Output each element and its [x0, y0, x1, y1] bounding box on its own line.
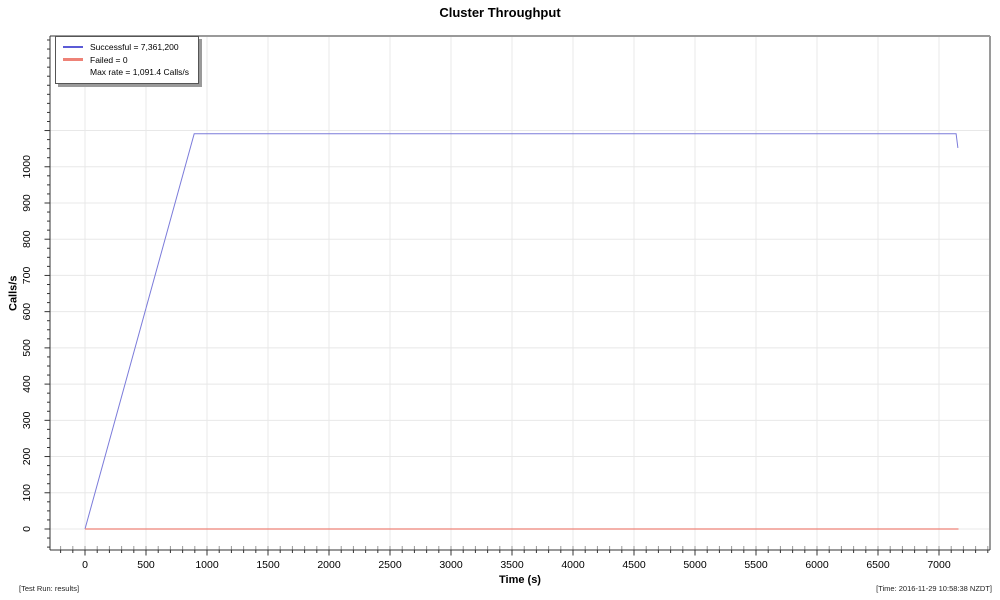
x-axis-title: Time (s): [499, 574, 541, 586]
failed-series-swatch: [63, 58, 83, 62]
y-axis-tick-label: 600: [21, 303, 33, 321]
series-line-successful: [84, 133, 959, 530]
chart-title: Cluster Throughput: [439, 5, 561, 20]
y-axis-tick-label: 300: [21, 411, 33, 429]
footer-timestamp: [Time: 2016-11-29 10:58:38 NZDT]: [876, 584, 992, 593]
x-axis-tick-label: 500: [137, 559, 155, 571]
legend-item-successful: Successful = 7,361,200: [63, 41, 189, 54]
max-rate-swatch-spacer: [63, 72, 83, 73]
footer-test-run: [Test Run: results]: [19, 584, 80, 593]
y-axis-tick-label: 800: [21, 230, 33, 248]
legend: Successful = 7,361,200 Failed = 0 Max ra…: [55, 36, 199, 84]
x-axis-tick-label: 7000: [927, 559, 951, 571]
legend-item-failed: Failed = 0: [63, 54, 189, 67]
x-axis-tick-label: 0: [82, 559, 88, 571]
legend-label-max-rate: Max rate = 1,091.4 Calls/s: [90, 67, 189, 77]
legend-label-successful: Successful = 7,361,200: [90, 42, 179, 52]
x-axis-tick-label: 6000: [805, 559, 829, 571]
y-axis-tick-label: 700: [21, 267, 33, 285]
legend-label-failed: Failed = 0: [90, 54, 128, 65]
y-axis-tick-label: 400: [21, 375, 33, 393]
x-axis-tick-label: 5000: [683, 559, 707, 571]
x-axis-tick-label: 3000: [439, 559, 463, 571]
legend-item-max-rate: Max rate = 1,091.4 Calls/s: [63, 66, 189, 79]
x-axis-tick-label: 1500: [256, 559, 280, 571]
y-axis-tick-label: 500: [21, 339, 33, 357]
successful-series-swatch: [63, 46, 83, 49]
y-axis-title: Calls/s: [7, 275, 20, 311]
x-axis-tick-label: 1000: [195, 559, 219, 571]
y-axis-tick-label: 1000: [21, 155, 33, 179]
x-axis-tick-label: 4500: [622, 559, 646, 571]
x-axis-tick-label: 2000: [317, 559, 341, 571]
y-axis-tick-label: 200: [21, 448, 33, 466]
y-axis-tick-label: 0: [21, 526, 33, 532]
x-axis-tick-label: 2500: [378, 559, 402, 571]
y-axis-tick-label: 100: [21, 484, 33, 502]
x-axis-tick-label: 3500: [500, 559, 524, 571]
x-axis-tick-label: 5500: [744, 559, 768, 571]
x-axis-tick-label: 6500: [866, 559, 890, 571]
y-axis-tick-label: 900: [21, 194, 33, 212]
x-axis-tick-label: 4000: [561, 559, 585, 571]
